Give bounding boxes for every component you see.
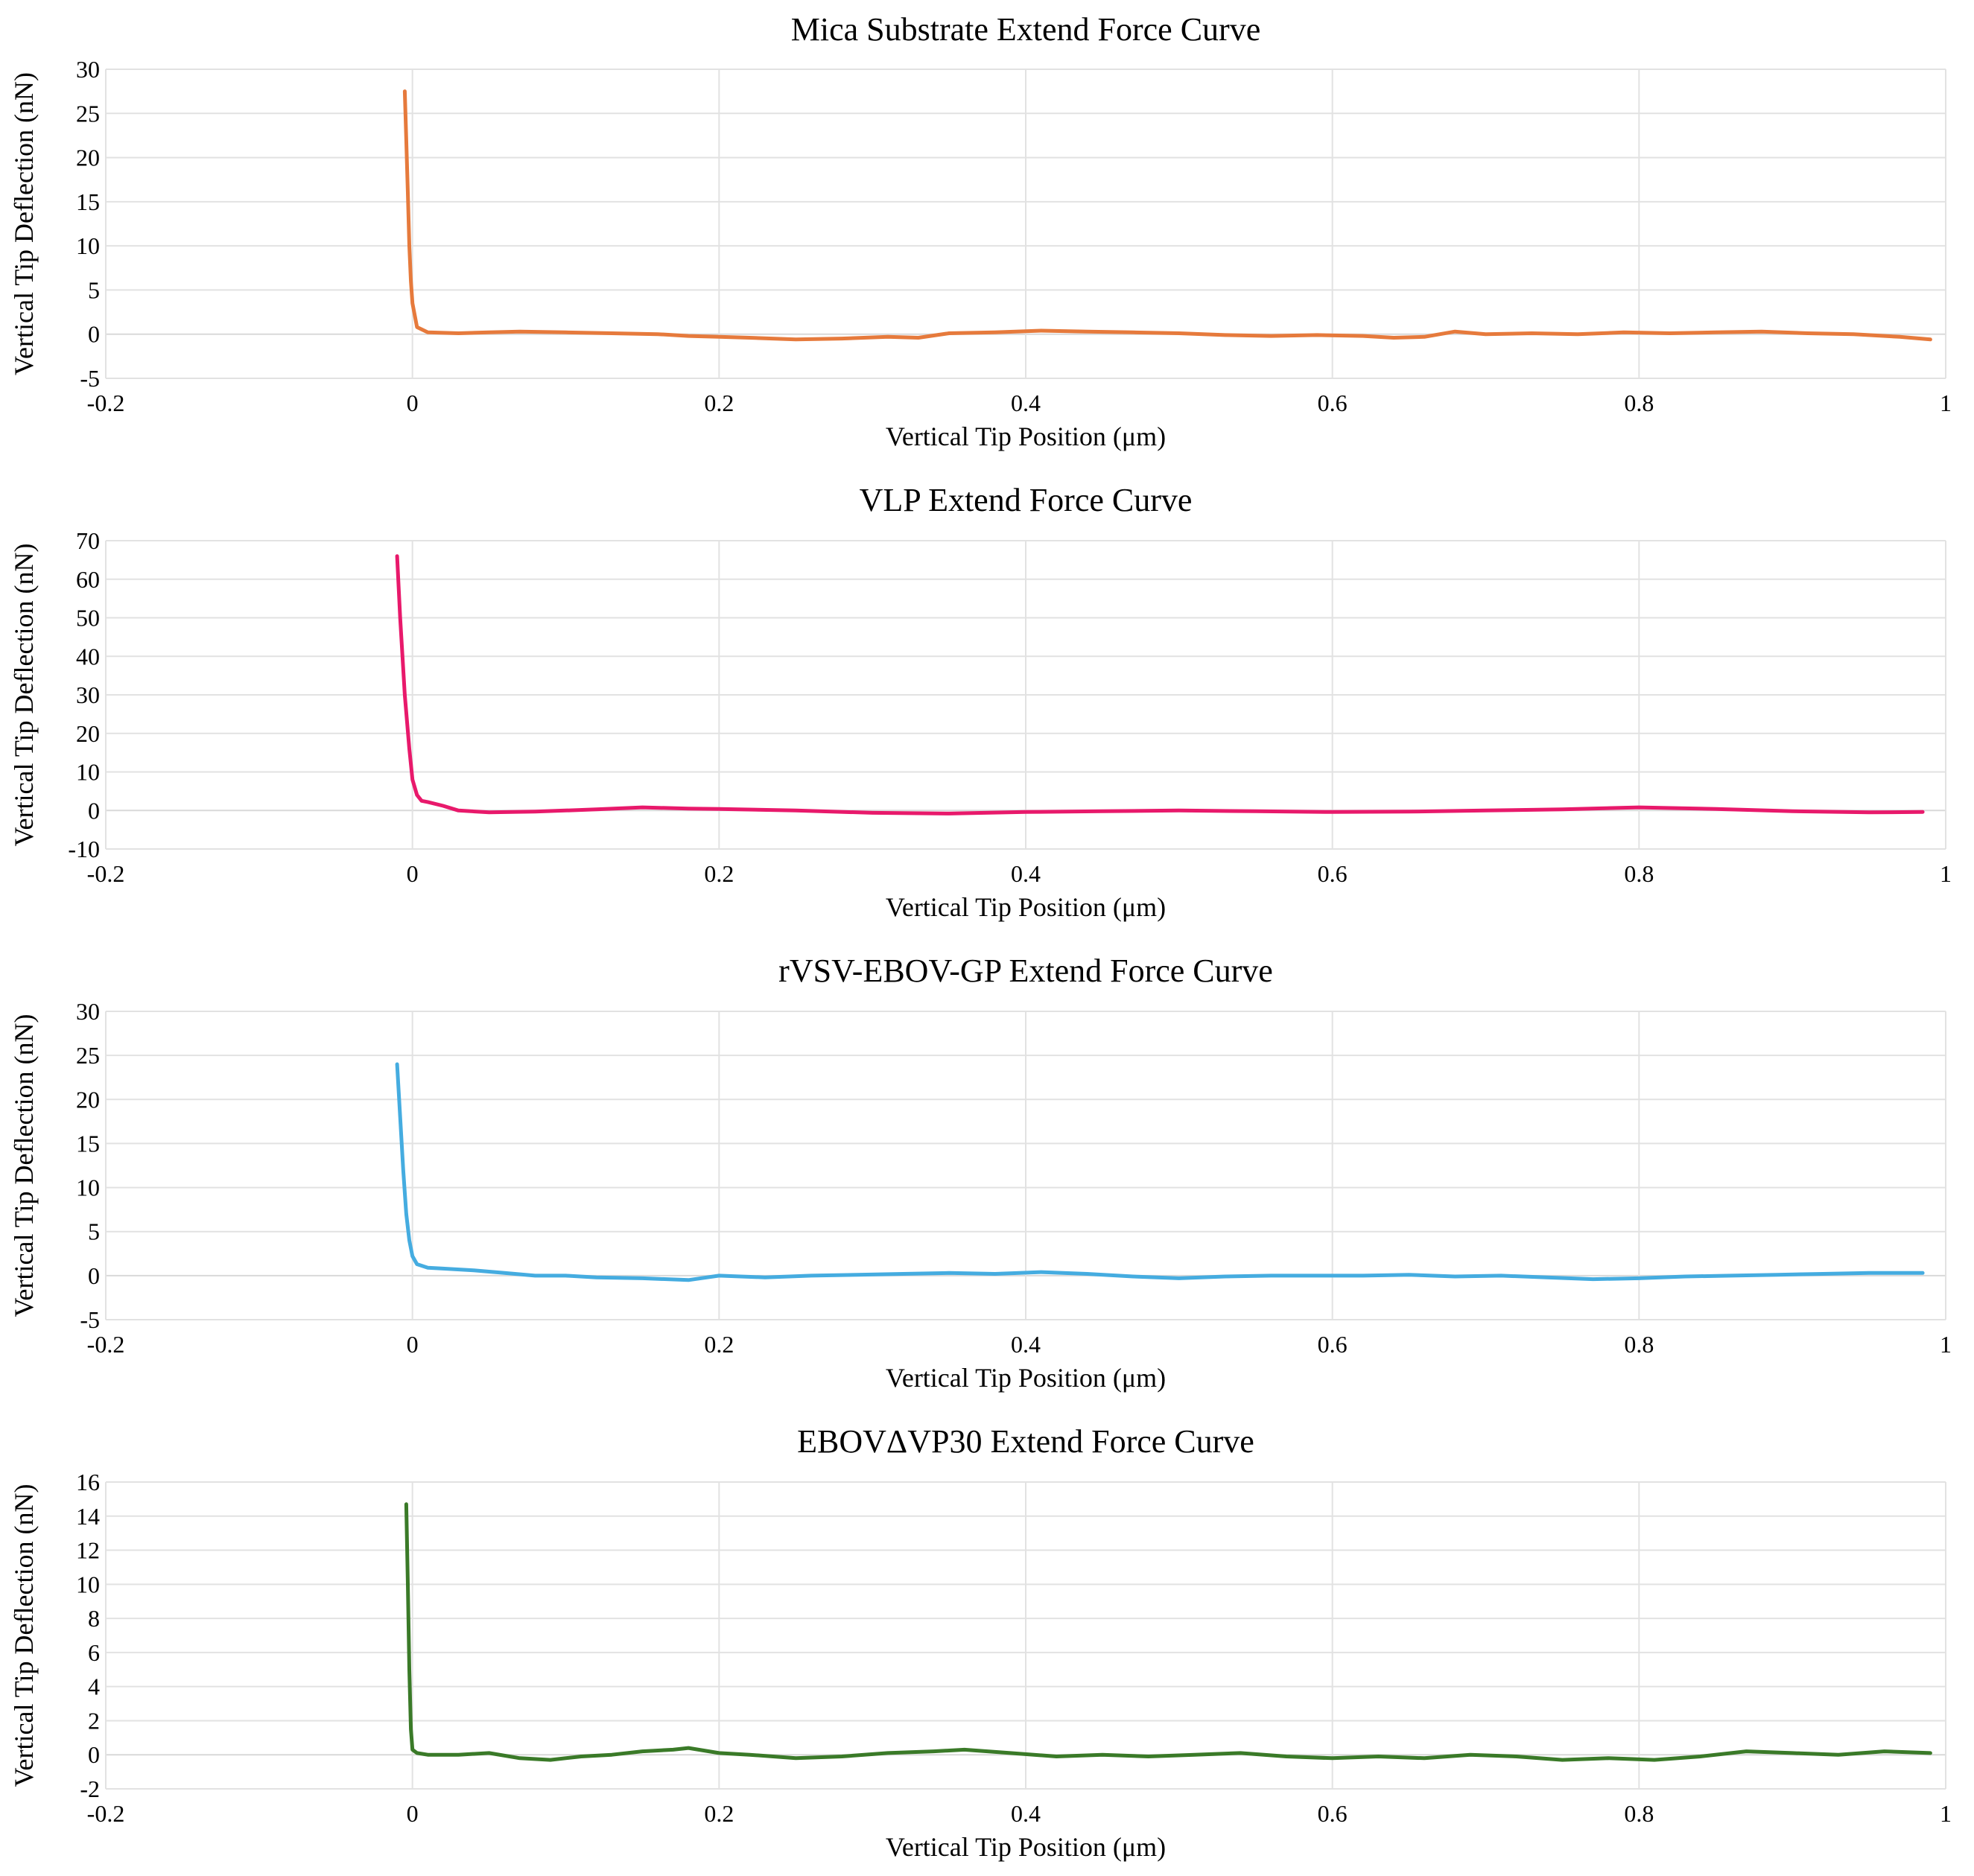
- y-tick-label: 5: [88, 1218, 100, 1245]
- y-tick-label: 16: [76, 1469, 100, 1495]
- y-tick-label: -5: [80, 1306, 100, 1333]
- x-tick-label: 0.8: [1624, 389, 1654, 416]
- chart-title: Mica Substrate Extend Force Curve: [791, 11, 1261, 48]
- y-tick-label: 25: [76, 1042, 100, 1069]
- y-tick-label: 0: [88, 321, 100, 348]
- chart-title: EBOVΔVP30 Extend Force Curve: [797, 1423, 1254, 1460]
- series-line: [402, 89, 1932, 342]
- y-tick-label: 10: [76, 1174, 100, 1201]
- y-tick-label: 10: [76, 1571, 100, 1597]
- x-tick-label: 0.8: [1624, 860, 1654, 887]
- x-tick-label: 0.2: [704, 860, 734, 887]
- x-tick-label: 0.4: [1011, 1800, 1041, 1827]
- y-tick-label: 2: [88, 1707, 100, 1734]
- x-tick-label: 0.2: [704, 389, 734, 416]
- chart-panel-3: -5 0 5 10 15 20 25 30 -0.2 0 0.2 0.4 0.6 0.8 1 rVSV-EBO…: [9, 953, 1952, 1393]
- x-tick-label: 0: [407, 1331, 419, 1358]
- x-tick-label: 0.4: [1011, 1331, 1041, 1358]
- y-tick-label: -2: [80, 1775, 100, 1802]
- y-tick-label: 0: [88, 797, 100, 824]
- y-tick-label: 10: [76, 232, 100, 259]
- y-tick-label: 12: [76, 1537, 100, 1564]
- y-tick-label: -10: [68, 836, 100, 862]
- x-tick-label: -0.2: [87, 389, 125, 416]
- y-tick-label: 70: [76, 527, 100, 554]
- x-tick-label: 0.8: [1624, 1800, 1654, 1827]
- x-tick-label: 0: [407, 389, 419, 416]
- x-tick-label: -0.2: [87, 1331, 125, 1358]
- y-tick-label: 15: [76, 188, 100, 215]
- x-tick-label: 0.6: [1318, 1331, 1348, 1358]
- x-tick-label: 0.6: [1318, 860, 1348, 887]
- x-tick-label: 0.4: [1011, 389, 1041, 416]
- chart-title: VLP Extend Force Curve: [860, 482, 1193, 518]
- y-tick-label: 6: [88, 1639, 100, 1666]
- y-tick-label: 8: [88, 1605, 100, 1632]
- y-tick-label: 10: [76, 759, 100, 786]
- chart-panel-2: -10 0 10 20 30 40 50 60 70 -0.2 0 0.2 0.4 0.6 0.8 1 VLP …: [9, 482, 1952, 922]
- x-tick-label: 0.2: [704, 1800, 734, 1827]
- y-tick-label: 15: [76, 1130, 100, 1157]
- y-axis-label: Vertical Tip Deflection (nN): [9, 1484, 39, 1787]
- y-tick-label: -5: [80, 365, 100, 392]
- x-tick-label: 0.8: [1624, 1331, 1654, 1358]
- y-tick-label: 40: [76, 643, 100, 670]
- x-tick-label: 1: [1940, 1800, 1952, 1827]
- x-tick-label: -0.2: [87, 1800, 125, 1827]
- y-tick-label: 30: [76, 56, 100, 83]
- chart-panel-1: -5 0 5 10 15 20 25 30 -0.2 0 0.2 0.4 0.6 0.8 1 Mica Sub…: [9, 11, 1952, 451]
- x-tick-label: 1: [1940, 860, 1952, 887]
- y-axis-label: Vertical Tip Deflection (nN): [9, 72, 39, 375]
- y-tick-label: 20: [76, 144, 100, 171]
- x-tick-label: 0.6: [1318, 1800, 1348, 1827]
- chart-title: rVSV-EBOV-GP Extend Force Curve: [778, 953, 1273, 989]
- y-tick-label: 14: [76, 1503, 100, 1530]
- x-tick-label: 1: [1940, 1331, 1952, 1358]
- x-tick-label: 0: [407, 860, 419, 887]
- series-line: [395, 554, 1925, 815]
- x-axis-label: Vertical Tip Position (μm): [886, 892, 1166, 922]
- y-tick-label: 5: [88, 276, 100, 303]
- y-tick-label: 30: [76, 681, 100, 708]
- y-tick-label: 0: [88, 1741, 100, 1768]
- x-tick-label: 0.2: [704, 1331, 734, 1358]
- chart-panel-4: -2 0 2 4 6 8 10 12 14 16 -0.2 0 0.2 0.4 0.6 0.8 1 EBOVΔVP…: [9, 1423, 1952, 1862]
- x-axis-label: Vertical Tip Position (μm): [886, 422, 1166, 451]
- series-line: [404, 1502, 1932, 1762]
- x-tick-label: -0.2: [87, 860, 125, 887]
- x-axis-label: Vertical Tip Position (μm): [886, 1363, 1166, 1393]
- y-tick-label: 50: [76, 605, 100, 632]
- y-tick-label: 60: [76, 566, 100, 593]
- x-tick-label: 0.4: [1011, 860, 1041, 887]
- y-tick-label: 20: [76, 1086, 100, 1113]
- y-tick-label: 30: [76, 998, 100, 1025]
- y-tick-label: 4: [88, 1673, 100, 1700]
- y-axis-label: Vertical Tip Deflection (nN): [9, 544, 39, 847]
- y-tick-label: 25: [76, 100, 100, 127]
- x-tick-label: 1: [1940, 389, 1952, 416]
- y-tick-label: 0: [88, 1262, 100, 1289]
- x-tick-label: 0.6: [1318, 389, 1348, 416]
- y-tick-label: 20: [76, 720, 100, 747]
- x-tick-label: 0: [407, 1800, 419, 1827]
- x-axis-label: Vertical Tip Position (μm): [886, 1832, 1166, 1862]
- y-axis-label: Vertical Tip Deflection (nN): [9, 1014, 39, 1317]
- series-line: [395, 1062, 1925, 1282]
